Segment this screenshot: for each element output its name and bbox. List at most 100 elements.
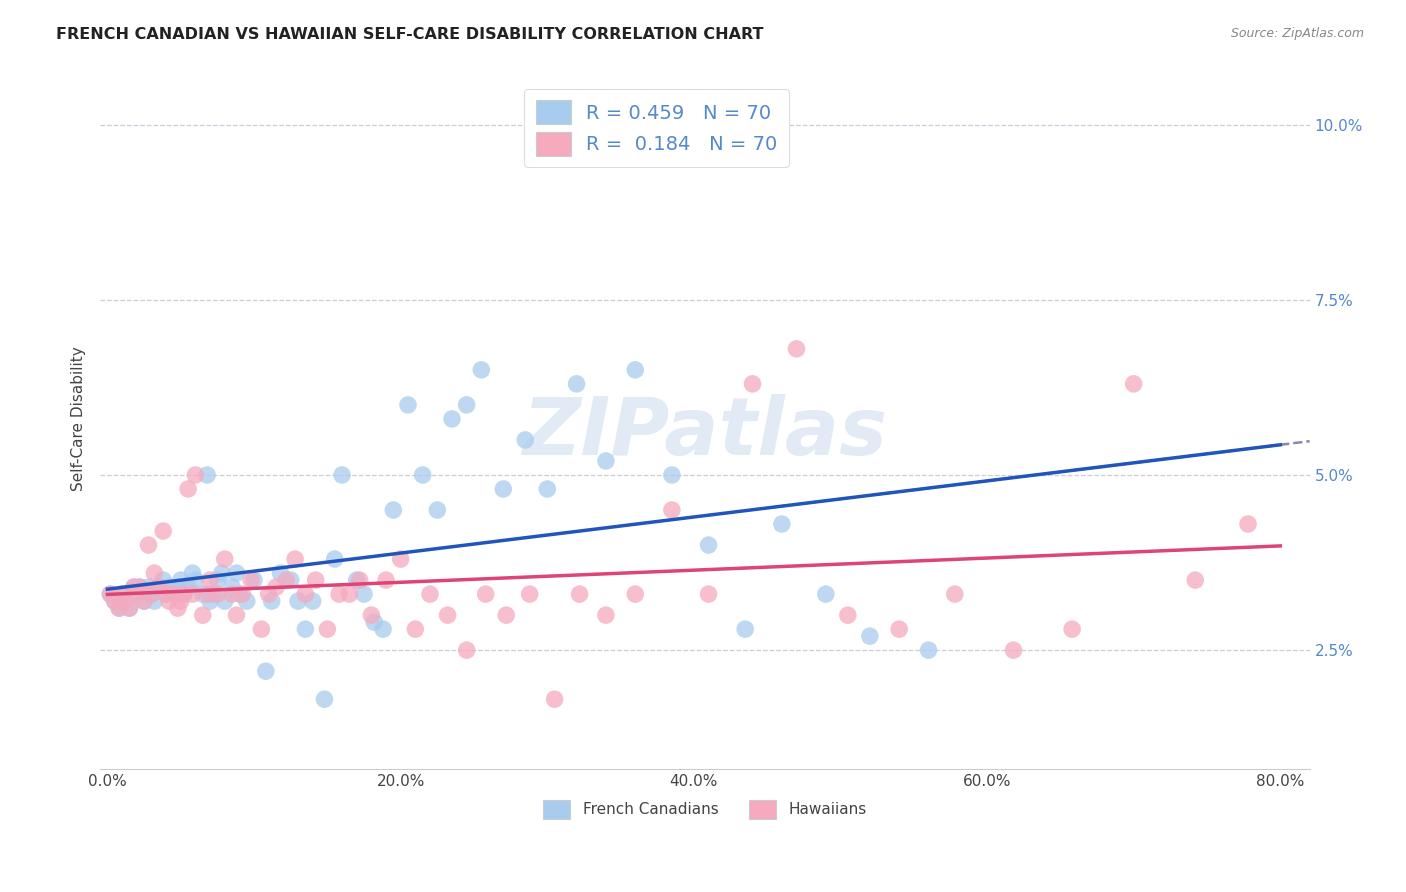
Point	[162, 587, 184, 601]
Point	[269, 566, 291, 580]
Point	[661, 467, 683, 482]
Point	[568, 587, 591, 601]
Point	[519, 587, 541, 601]
Point	[661, 503, 683, 517]
Point	[170, 594, 193, 608]
Point	[225, 608, 247, 623]
Text: ZIPatlas: ZIPatlas	[523, 394, 887, 472]
Point	[697, 538, 720, 552]
Point	[456, 398, 478, 412]
Point	[837, 608, 859, 623]
Point	[316, 622, 339, 636]
Point	[1237, 516, 1260, 531]
Point	[495, 608, 517, 623]
Point	[111, 587, 134, 601]
Point	[243, 573, 266, 587]
Point	[260, 594, 283, 608]
Point	[214, 594, 236, 608]
Point	[280, 573, 302, 587]
Point	[330, 467, 353, 482]
Point	[371, 622, 394, 636]
Point	[624, 363, 647, 377]
Point	[440, 412, 463, 426]
Point	[294, 587, 316, 601]
Point	[108, 601, 131, 615]
Point	[1122, 376, 1144, 391]
Point	[349, 573, 371, 587]
Point	[198, 573, 221, 587]
Point	[363, 615, 385, 629]
Point	[195, 467, 218, 482]
Point	[276, 573, 298, 587]
Point	[122, 580, 145, 594]
Point	[141, 587, 163, 601]
Point	[426, 503, 449, 517]
Point	[221, 580, 243, 594]
Point	[181, 587, 204, 601]
Point	[353, 587, 375, 601]
Point	[264, 580, 287, 594]
Point	[128, 580, 150, 594]
Point	[214, 552, 236, 566]
Point	[173, 587, 195, 601]
Point	[148, 580, 170, 594]
Point	[404, 622, 426, 636]
Point	[177, 482, 200, 496]
Point	[595, 608, 617, 623]
Point	[1002, 643, 1025, 657]
Point	[328, 587, 350, 601]
Point	[184, 467, 207, 482]
Point	[250, 622, 273, 636]
Point	[166, 601, 188, 615]
Point	[155, 587, 177, 601]
Point	[132, 594, 155, 608]
Point	[389, 552, 412, 566]
Point	[114, 594, 136, 608]
Point	[132, 594, 155, 608]
Point	[254, 664, 277, 678]
Point	[202, 587, 225, 601]
Point	[235, 594, 257, 608]
Point	[375, 573, 398, 587]
Point	[240, 573, 263, 587]
Point	[304, 573, 326, 587]
Point	[412, 467, 434, 482]
Point	[125, 587, 148, 601]
Point	[155, 587, 177, 601]
Point	[943, 587, 966, 601]
Point	[221, 587, 243, 601]
Point	[100, 587, 122, 601]
Point	[456, 643, 478, 657]
Point	[148, 580, 170, 594]
Point	[294, 622, 316, 636]
Point	[231, 587, 253, 601]
Point	[118, 601, 141, 615]
Point	[301, 594, 323, 608]
Point	[814, 587, 837, 601]
Point	[152, 524, 174, 538]
Point	[382, 503, 405, 517]
Point	[122, 580, 145, 594]
Point	[323, 552, 346, 566]
Point	[211, 566, 233, 580]
Point	[177, 580, 200, 594]
Point	[170, 573, 193, 587]
Point	[595, 454, 617, 468]
Point	[889, 622, 911, 636]
Point	[157, 580, 180, 594]
Point	[859, 629, 882, 643]
Point	[337, 587, 360, 601]
Point	[396, 398, 419, 412]
Point	[191, 608, 214, 623]
Point	[917, 643, 939, 657]
Point	[181, 566, 204, 580]
Point	[492, 482, 515, 496]
Point	[474, 587, 496, 601]
Point	[786, 342, 808, 356]
Point	[207, 573, 229, 587]
Point	[108, 601, 131, 615]
Point	[360, 608, 382, 623]
Point	[419, 587, 441, 601]
Point	[198, 594, 221, 608]
Point	[104, 594, 127, 608]
